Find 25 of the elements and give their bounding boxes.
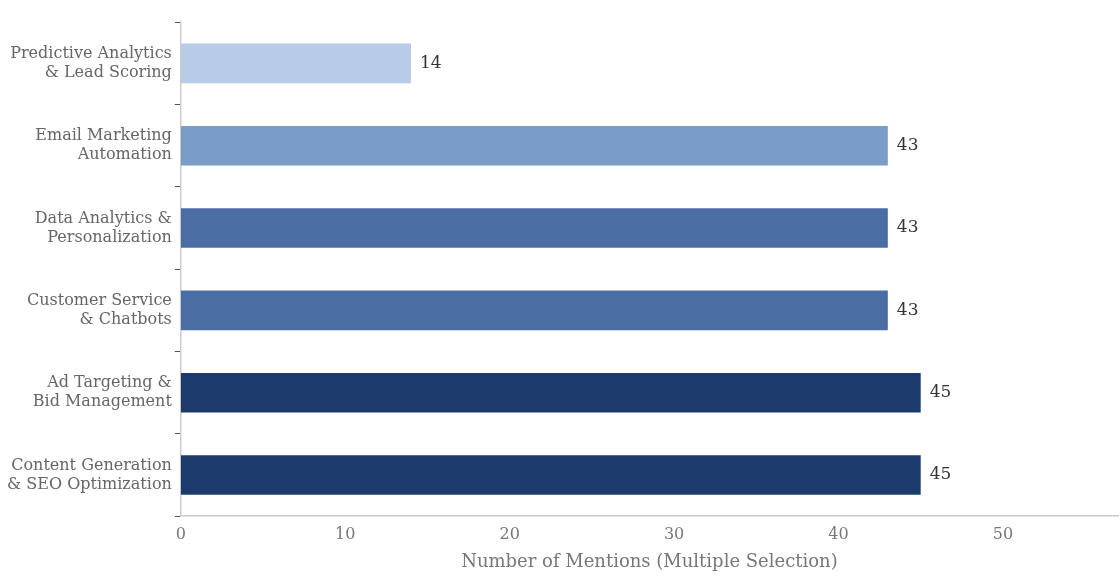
bar: [180, 372, 921, 413]
x-tick-label: 40: [828, 523, 849, 543]
bar: [180, 125, 888, 166]
bar: [180, 290, 888, 331]
y-tick-label: Data Analytics & Personalization: [34, 207, 172, 246]
data-label: 43: [896, 216, 919, 237]
data-label: 45: [929, 463, 952, 484]
x-axis-title: Number of Mentions (Multiple Selection): [461, 549, 838, 571]
x-tick-label: 20: [499, 523, 520, 543]
y-tick-label: Ad Targeting & Bid Management: [32, 372, 173, 411]
data-label: 45: [929, 381, 952, 402]
data-label: 43: [896, 134, 919, 155]
x-tick-label: 10: [335, 523, 356, 543]
x-tick-label: 0: [175, 523, 186, 543]
y-tick-label: Email Marketing Automation: [35, 125, 172, 164]
data-label: 43: [896, 298, 919, 319]
y-tick-label: Customer Service & Chatbots: [26, 289, 172, 329]
y-tick-label: Predictive Analytics & Lead Scoring: [10, 42, 172, 82]
bar: [180, 208, 888, 248]
x-tick-label: 50: [992, 523, 1014, 543]
y-tick-label: Content Generation & SEO Optimization: [6, 454, 172, 493]
data-label: 14: [420, 51, 442, 72]
x-tick-label: 30: [663, 523, 685, 543]
bar: [180, 43, 412, 84]
bar: [180, 455, 921, 495]
